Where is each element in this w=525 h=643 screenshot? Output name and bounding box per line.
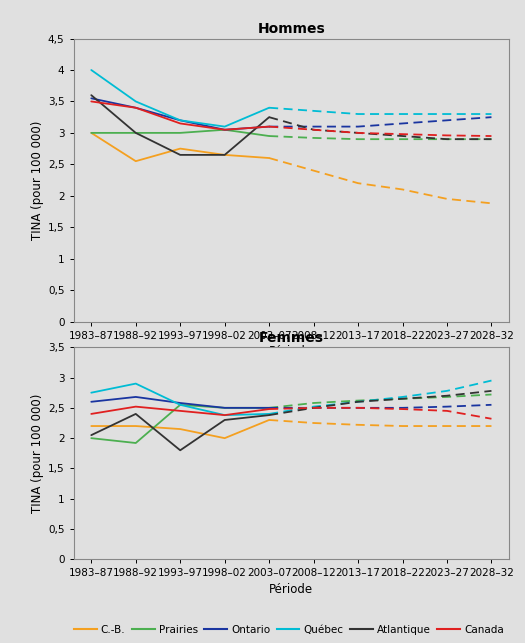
Y-axis label: TINA (pour 100 000): TINA (pour 100 000) [30, 394, 44, 513]
Title: Hommes: Hommes [257, 22, 326, 36]
Title: Femmes: Femmes [259, 331, 324, 345]
X-axis label: Période: Période [269, 583, 313, 595]
Y-axis label: TINA (pour 100 000): TINA (pour 100 000) [30, 120, 44, 240]
X-axis label: Période: Période [269, 345, 313, 358]
Legend: C.-B., Prairies, Ontario, Québec, Atlantique, Canada: C.-B., Prairies, Ontario, Québec, Atlant… [74, 624, 504, 635]
